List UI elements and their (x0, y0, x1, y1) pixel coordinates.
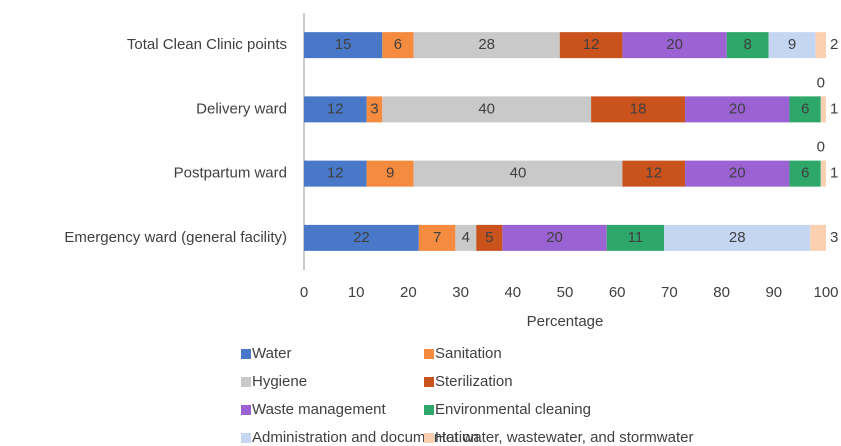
x-tick-label: 60 (609, 284, 626, 301)
data-label: 40 (510, 165, 527, 182)
data-label: 15 (335, 36, 352, 53)
data-label: 2 (830, 36, 838, 53)
legend-label: Sterilization (435, 373, 513, 390)
bar-segment (476, 224, 503, 251)
bar-segment (685, 96, 790, 123)
bar-segment (622, 32, 727, 59)
bar-segment (304, 32, 383, 59)
data-label: 11 (628, 229, 644, 246)
legend-swatch (424, 405, 434, 415)
legend-swatch (424, 377, 434, 387)
data-label: 0 (817, 139, 825, 156)
legend-label: Hot water, wastewater, and stormwater (435, 429, 693, 446)
data-label: 6 (801, 100, 809, 117)
bar-segment (606, 224, 665, 251)
legend-label: Administration and documentation (252, 429, 479, 446)
x-tick-label: 30 (452, 284, 469, 301)
bar-segment (366, 160, 414, 187)
data-label: 20 (729, 100, 746, 117)
bar-segment (304, 160, 367, 187)
bar-segment (664, 224, 811, 251)
x-tick-label: 80 (713, 284, 730, 301)
legend-label: Water (252, 345, 291, 362)
bar-segment (559, 32, 623, 59)
data-label: 12 (583, 36, 600, 53)
data-label: 4 (462, 229, 470, 246)
data-label: 12 (645, 165, 662, 182)
data-label: 22 (353, 229, 370, 246)
data-label: 0 (817, 74, 825, 91)
x-tick-label: 100 (813, 284, 838, 301)
bar-segment (726, 32, 769, 59)
bar-segment (820, 96, 826, 123)
legend-label: Sanitation (435, 345, 502, 362)
data-label: 20 (666, 36, 683, 53)
data-label: 6 (801, 165, 809, 182)
x-tick-label: 10 (348, 284, 365, 301)
data-label: 9 (788, 36, 796, 53)
x-tick-label: 20 (400, 284, 417, 301)
y-tick-label: Emergency ward (general facility) (64, 229, 287, 246)
data-label: 7 (433, 229, 441, 246)
bar-segment (304, 224, 419, 251)
bar-segment (789, 96, 821, 123)
bar-segment (382, 32, 414, 59)
data-label: 3 (370, 100, 378, 117)
bar-segment (418, 224, 456, 251)
bar-segment (304, 96, 367, 123)
legend-swatch (241, 433, 251, 443)
bar-segment (815, 32, 826, 59)
data-label: 3 (830, 229, 838, 246)
x-tick-label: 50 (557, 284, 574, 301)
bar-segment (820, 160, 826, 187)
bar-segment (810, 224, 826, 251)
x-tick-label: 90 (765, 284, 782, 301)
data-label: 5 (485, 229, 493, 246)
bar-segment (768, 32, 816, 59)
bar-segment (789, 160, 821, 187)
bar-segment (413, 160, 623, 187)
data-label: 1 (830, 165, 838, 182)
bar-segment (502, 224, 607, 251)
data-label: 40 (478, 100, 495, 117)
y-tick-label: Total Clean Clinic points (127, 36, 287, 53)
legend-swatch (241, 405, 251, 415)
bar-segment (591, 96, 686, 123)
bar-segment (685, 160, 790, 187)
data-label: 28 (729, 229, 746, 246)
data-label: 1 (830, 100, 838, 117)
data-label: 12 (327, 100, 344, 117)
legend-swatch (424, 349, 434, 359)
bar-segment (413, 32, 560, 59)
bar-segment (366, 96, 383, 123)
bar-segment (622, 160, 686, 187)
data-label: 6 (394, 36, 402, 53)
x-tick-label: 70 (661, 284, 678, 301)
legend-swatch (424, 433, 434, 443)
x-tick-label: 0 (300, 284, 308, 301)
legend-label: Hygiene (252, 373, 307, 390)
data-label: 9 (386, 165, 394, 182)
x-axis-label: Percentage (527, 313, 604, 330)
legend-swatch (241, 377, 251, 387)
bar-segment (382, 96, 592, 123)
x-tick-label: 40 (504, 284, 521, 301)
y-tick-label: Delivery ward (196, 100, 287, 117)
y-tick-label: Postpartum ward (174, 165, 287, 182)
data-label: 12 (327, 165, 344, 182)
data-label: 28 (478, 36, 495, 53)
data-label: 8 (744, 36, 752, 53)
legend-label: Environmental cleaning (435, 401, 591, 418)
legend-label: Waste management (252, 401, 387, 418)
data-label: 18 (630, 100, 647, 117)
bar-segment (455, 224, 477, 251)
data-label: 20 (729, 165, 746, 182)
legend-swatch (241, 349, 251, 359)
data-label: 20 (546, 229, 563, 246)
